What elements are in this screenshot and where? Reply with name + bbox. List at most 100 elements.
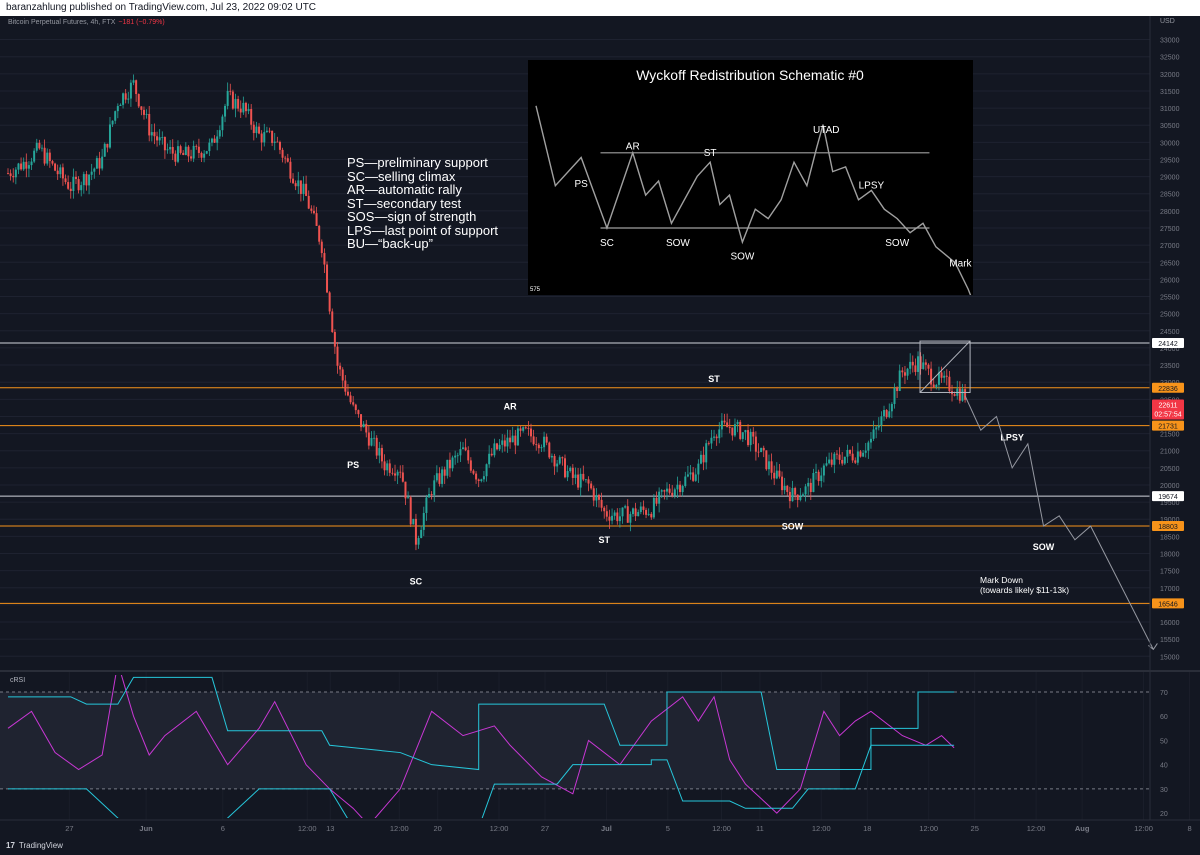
crsi-tick-label: 20 bbox=[1160, 811, 1168, 818]
candle-body bbox=[843, 456, 846, 464]
candle-body bbox=[637, 512, 640, 517]
time-tick-label: 12:00 bbox=[919, 824, 938, 833]
candle-body bbox=[383, 461, 386, 471]
candle-body bbox=[757, 451, 760, 453]
candle-body bbox=[281, 149, 284, 158]
price-tick-label: 20000 bbox=[1160, 483, 1180, 490]
candle-body bbox=[7, 173, 9, 174]
candle-body bbox=[796, 494, 799, 501]
price-tick-label: 15500 bbox=[1160, 637, 1180, 644]
candle-body bbox=[488, 453, 491, 465]
candle-body bbox=[176, 146, 179, 162]
price-tick-label: 26500 bbox=[1160, 260, 1180, 267]
candle-body bbox=[485, 464, 488, 477]
candle-body bbox=[624, 506, 627, 508]
candle-body bbox=[386, 463, 389, 471]
price-line-tag bbox=[1152, 420, 1184, 431]
schematic-label: SOW bbox=[730, 251, 754, 262]
candle-body bbox=[127, 98, 130, 100]
candle-body bbox=[645, 509, 648, 515]
candle-body bbox=[524, 427, 527, 429]
candle-body bbox=[741, 432, 744, 439]
price-tick-label: 18500 bbox=[1160, 534, 1180, 541]
candle-body bbox=[530, 428, 532, 437]
candle-body bbox=[95, 158, 98, 169]
candle-body bbox=[357, 410, 360, 415]
candle-body bbox=[122, 93, 125, 105]
candle-body bbox=[686, 474, 689, 477]
candle-body bbox=[294, 183, 297, 187]
candle-body bbox=[244, 102, 247, 112]
candle-body bbox=[278, 142, 281, 150]
candle-body bbox=[927, 364, 930, 369]
price-line-tag-text: 21731 bbox=[1158, 424, 1178, 431]
candle-body bbox=[961, 389, 964, 401]
candle-body bbox=[872, 429, 875, 439]
candle-body bbox=[694, 474, 697, 481]
candle-body bbox=[590, 483, 593, 489]
candle-body bbox=[888, 411, 891, 418]
price-line-tag-text: 24142 bbox=[1158, 341, 1178, 348]
candle-body bbox=[509, 437, 512, 443]
candle-body bbox=[247, 108, 250, 112]
symbol-legend[interactable]: Bitcoin Perpetual Futures, 4h, FTX −181 (… bbox=[8, 19, 165, 26]
candle-body bbox=[765, 450, 768, 470]
candle-body bbox=[166, 149, 169, 151]
schematic-label: ST bbox=[704, 148, 717, 159]
price-line-tag bbox=[1152, 520, 1184, 531]
candle-body bbox=[697, 463, 700, 475]
time-tick-label: 12:00 bbox=[712, 824, 731, 833]
time-tick-label: 27 bbox=[65, 824, 73, 833]
candle-body bbox=[284, 157, 287, 159]
price-axis[interactable]: 1500015500160001650017000175001800018500… bbox=[1149, 16, 1184, 820]
candle-body bbox=[820, 475, 823, 482]
candle-body bbox=[299, 180, 302, 194]
time-axis[interactable]: 27 Jun 6 12:00 13 12:00 20 12:00 27 Jul 5 12:00 11 12… bbox=[0, 819, 1200, 833]
candle-body bbox=[812, 472, 815, 493]
candle-body bbox=[503, 440, 506, 447]
candle-body bbox=[307, 195, 310, 209]
candle-body bbox=[210, 138, 213, 143]
candle-body bbox=[859, 451, 862, 457]
candle-body bbox=[600, 499, 603, 508]
candle-body bbox=[679, 484, 682, 493]
candle-body bbox=[540, 447, 543, 449]
candle-body bbox=[809, 482, 812, 493]
phase-label: LPSY bbox=[1000, 432, 1024, 442]
price-line-tag bbox=[1152, 382, 1184, 393]
price-tick-label: 17500 bbox=[1160, 569, 1180, 576]
candle-body bbox=[297, 180, 300, 187]
candle-body bbox=[537, 444, 540, 449]
candle-body bbox=[605, 511, 608, 517]
price-line-tag-text: 18803 bbox=[1158, 524, 1178, 531]
crsi-tick-label: 70 bbox=[1160, 690, 1168, 697]
candles bbox=[7, 74, 967, 551]
candle-body bbox=[158, 137, 161, 141]
candle-body bbox=[140, 106, 143, 110]
candle-body bbox=[618, 516, 621, 522]
candle-body bbox=[43, 147, 46, 164]
candle-body bbox=[276, 141, 279, 143]
candle-body bbox=[629, 514, 632, 523]
wyckoff-legend: PS—preliminary support SC—selling climax… bbox=[347, 156, 498, 251]
candle-body bbox=[592, 488, 595, 501]
candle-body bbox=[135, 80, 138, 95]
candle-body bbox=[292, 178, 295, 184]
candle-body bbox=[252, 124, 255, 134]
candle-body bbox=[901, 370, 904, 373]
candle-body bbox=[841, 459, 844, 464]
phase-label: ST bbox=[598, 535, 610, 545]
candle-body bbox=[577, 474, 580, 488]
candle-body bbox=[658, 491, 661, 504]
candle-body bbox=[229, 90, 232, 92]
candle-body bbox=[514, 435, 517, 446]
candle-body bbox=[12, 176, 15, 178]
candle-body bbox=[566, 471, 569, 478]
candle-body bbox=[883, 410, 886, 417]
candle-body bbox=[558, 457, 561, 464]
candle-body bbox=[616, 512, 619, 522]
time-tick-label: 8 bbox=[1187, 824, 1191, 833]
candle-body bbox=[20, 163, 23, 170]
candle-body bbox=[775, 470, 778, 479]
candle-body bbox=[726, 422, 729, 428]
